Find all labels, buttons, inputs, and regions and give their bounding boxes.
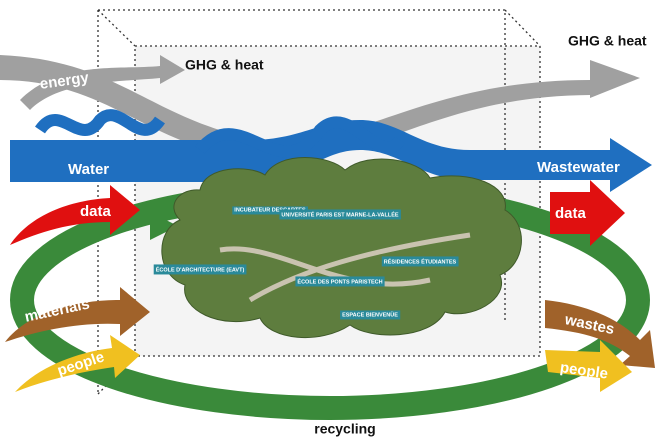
recycling-head xyxy=(150,212,178,240)
photo-label-box xyxy=(232,206,309,215)
people-label: people xyxy=(559,359,609,383)
photo-label-box xyxy=(279,209,401,220)
materials-arrow xyxy=(5,287,150,342)
ghg-heat-label: GHG & heat xyxy=(185,57,264,73)
ghg-arrow xyxy=(20,55,185,110)
photo-label: UNIVERSITÉ PARIS EST MARNE-LA-VALLÉE xyxy=(281,210,398,218)
people-out-arrow xyxy=(545,340,632,392)
photo-label: ÉCOLE DES PONTS PARISTECH xyxy=(297,277,382,285)
data-label: data xyxy=(80,203,112,220)
water-twist xyxy=(35,109,405,158)
water-label: Water xyxy=(68,161,109,178)
people-in-arrow xyxy=(15,335,140,392)
ghg-heat-label: GHG & heat xyxy=(568,33,647,49)
wastes-arrow xyxy=(545,300,655,368)
photo-label-box xyxy=(153,264,247,275)
photo-label: ÉCOLE D'ARCHITECTURE (EAVT) xyxy=(156,265,245,273)
photo-label-box xyxy=(295,276,385,287)
data-in-arrow xyxy=(10,185,140,245)
photo-label: RÉSIDENCES ÉTUDIANTES xyxy=(384,257,457,265)
recycling-label: recycling xyxy=(314,421,375,437)
water-arrow xyxy=(10,120,652,192)
photo-label: INCUBATEUR DESCARTES xyxy=(234,207,306,213)
photo-label-box xyxy=(381,256,459,267)
photo-label-box xyxy=(340,310,401,320)
photo-roads xyxy=(219,232,471,303)
energy-label: energy xyxy=(39,69,91,93)
photo-label: ESPACE BIENVENÜE xyxy=(342,311,398,318)
data-label: data xyxy=(555,205,587,222)
data-out-arrow xyxy=(550,180,625,246)
campus-photo xyxy=(161,157,522,339)
wastewater-label: Wastewater xyxy=(537,159,620,176)
